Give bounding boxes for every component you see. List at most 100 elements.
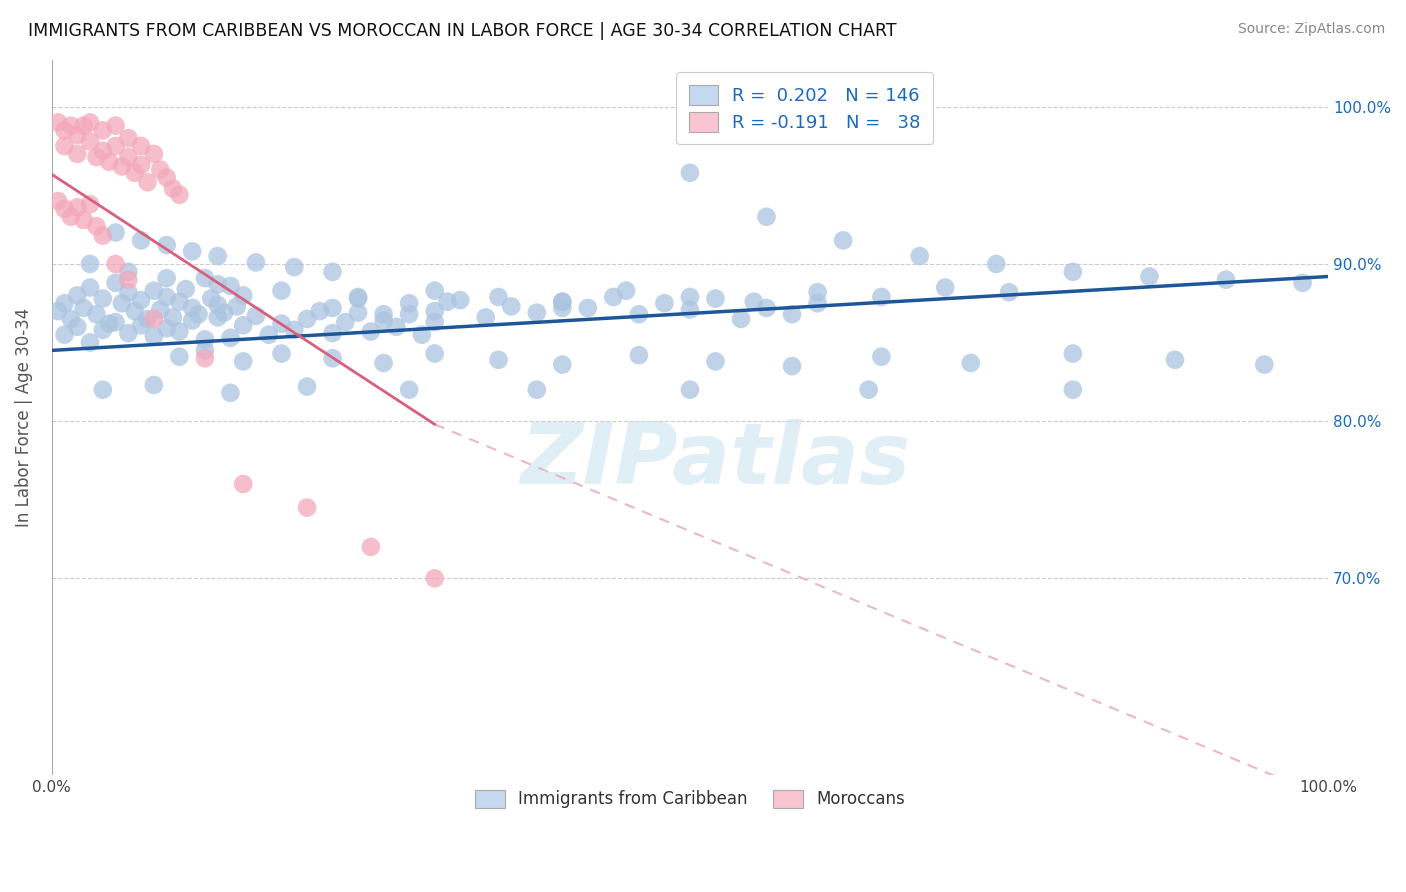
Point: [66, 200, 89, 214]
Point: [245, 309, 267, 323]
Point: [98, 317, 121, 331]
Point: [322, 265, 344, 279]
Point: [360, 540, 382, 554]
Point: [194, 343, 217, 358]
Point: [187, 307, 209, 321]
Point: [219, 385, 242, 400]
Point: [86, 150, 108, 164]
Point: [423, 304, 446, 318]
Point: [602, 290, 624, 304]
Text: Source: ZipAtlas.com: Source: ZipAtlas.com: [1237, 22, 1385, 37]
Point: [411, 327, 433, 342]
Point: [1253, 358, 1275, 372]
Point: [423, 346, 446, 360]
Point: [295, 312, 318, 326]
Point: [551, 294, 574, 309]
Point: [156, 238, 179, 252]
Point: [174, 282, 197, 296]
Point: [730, 312, 752, 326]
Point: [1291, 276, 1313, 290]
Point: [232, 288, 254, 302]
Point: [295, 500, 318, 515]
Point: [627, 348, 650, 362]
Point: [104, 257, 127, 271]
Point: [423, 284, 446, 298]
Point: [142, 312, 165, 326]
Point: [136, 175, 159, 189]
Point: [488, 290, 510, 304]
Point: [156, 321, 179, 335]
Point: [91, 292, 114, 306]
Point: [86, 219, 108, 234]
Point: [526, 306, 548, 320]
Point: [149, 162, 172, 177]
Point: [474, 310, 496, 325]
Point: [124, 166, 146, 180]
Point: [181, 301, 204, 315]
Point: [908, 249, 931, 263]
Point: [551, 294, 574, 309]
Point: [194, 271, 217, 285]
Point: [169, 294, 191, 309]
Point: [181, 313, 204, 327]
Point: [142, 329, 165, 343]
Point: [780, 307, 803, 321]
Point: [780, 359, 803, 373]
Point: [79, 280, 101, 294]
Point: [162, 181, 184, 195]
Point: [66, 128, 89, 142]
Point: [79, 335, 101, 350]
Point: [79, 197, 101, 211]
Point: [53, 327, 76, 342]
Point: [79, 134, 101, 148]
Point: [46, 304, 69, 318]
Point: [129, 233, 152, 247]
Point: [347, 292, 370, 306]
Point: [986, 257, 1008, 271]
Point: [423, 315, 446, 329]
Point: [870, 350, 893, 364]
Point: [679, 302, 702, 317]
Point: [129, 318, 152, 333]
Point: [488, 352, 510, 367]
Point: [169, 187, 191, 202]
Point: [142, 378, 165, 392]
Point: [53, 296, 76, 310]
Point: [142, 284, 165, 298]
Point: [283, 260, 305, 274]
Point: [79, 257, 101, 271]
Point: [117, 285, 139, 300]
Point: [104, 119, 127, 133]
Point: [347, 306, 370, 320]
Text: ZIPatlas: ZIPatlas: [520, 418, 911, 501]
Point: [156, 290, 179, 304]
Point: [91, 123, 114, 137]
Point: [322, 326, 344, 340]
Point: [117, 273, 139, 287]
Point: [66, 319, 89, 334]
Point: [129, 293, 152, 307]
Point: [104, 315, 127, 329]
Point: [111, 160, 134, 174]
Point: [806, 285, 828, 300]
Point: [142, 147, 165, 161]
Point: [232, 318, 254, 333]
Point: [679, 290, 702, 304]
Point: [98, 154, 121, 169]
Point: [91, 383, 114, 397]
Point: [162, 310, 184, 325]
Point: [66, 147, 89, 161]
Point: [181, 244, 204, 259]
Point: [755, 210, 778, 224]
Legend: Immigrants from Caribbean, Moroccans: Immigrants from Caribbean, Moroccans: [467, 781, 914, 816]
Point: [755, 301, 778, 315]
Point: [335, 315, 357, 329]
Point: [1139, 269, 1161, 284]
Point: [212, 306, 235, 320]
Point: [501, 299, 523, 313]
Point: [207, 298, 229, 312]
Point: [347, 290, 370, 304]
Point: [53, 139, 76, 153]
Point: [1062, 383, 1084, 397]
Point: [207, 249, 229, 263]
